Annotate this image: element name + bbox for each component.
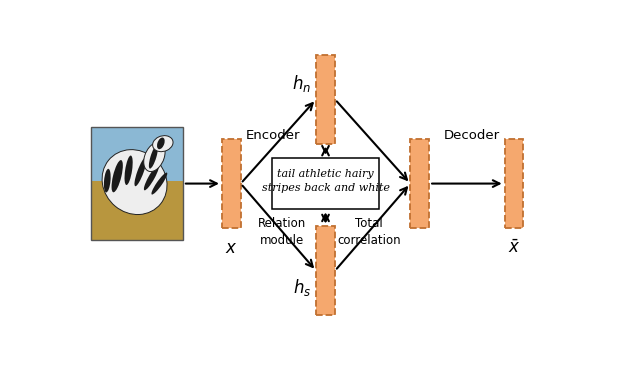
Ellipse shape (125, 156, 132, 185)
Bar (272, 158, 379, 209)
Text: $\bar{x}$: $\bar{x}$ (508, 240, 520, 257)
Bar (504, 139, 524, 228)
Ellipse shape (152, 136, 173, 152)
Bar (222, 139, 241, 228)
Ellipse shape (134, 157, 147, 186)
Bar (91, 127, 183, 240)
Bar (504, 139, 524, 228)
Text: $h_n$: $h_n$ (292, 73, 311, 94)
Ellipse shape (157, 137, 164, 149)
Text: $h_s$: $h_s$ (292, 276, 311, 298)
Bar (410, 139, 429, 228)
Bar (410, 139, 429, 228)
Text: Decoder: Decoder (444, 129, 500, 142)
Bar (91, 180, 183, 240)
Ellipse shape (102, 150, 167, 215)
Bar (222, 139, 241, 228)
Text: Encoder: Encoder (246, 129, 301, 142)
Ellipse shape (144, 165, 159, 190)
Bar (91, 127, 183, 180)
Ellipse shape (144, 142, 165, 172)
Ellipse shape (152, 172, 167, 195)
Text: tail athletic hairy
stripes back and white: tail athletic hairy stripes back and whi… (262, 169, 390, 193)
Ellipse shape (104, 169, 111, 192)
Bar (316, 55, 335, 144)
Bar (316, 55, 335, 144)
Bar (316, 227, 335, 315)
Text: $x$: $x$ (225, 240, 237, 257)
Bar (316, 227, 335, 315)
Ellipse shape (111, 160, 123, 192)
Text: Total
correlation: Total correlation (337, 217, 401, 247)
Ellipse shape (149, 145, 158, 169)
Text: Relation
module: Relation module (258, 217, 307, 247)
